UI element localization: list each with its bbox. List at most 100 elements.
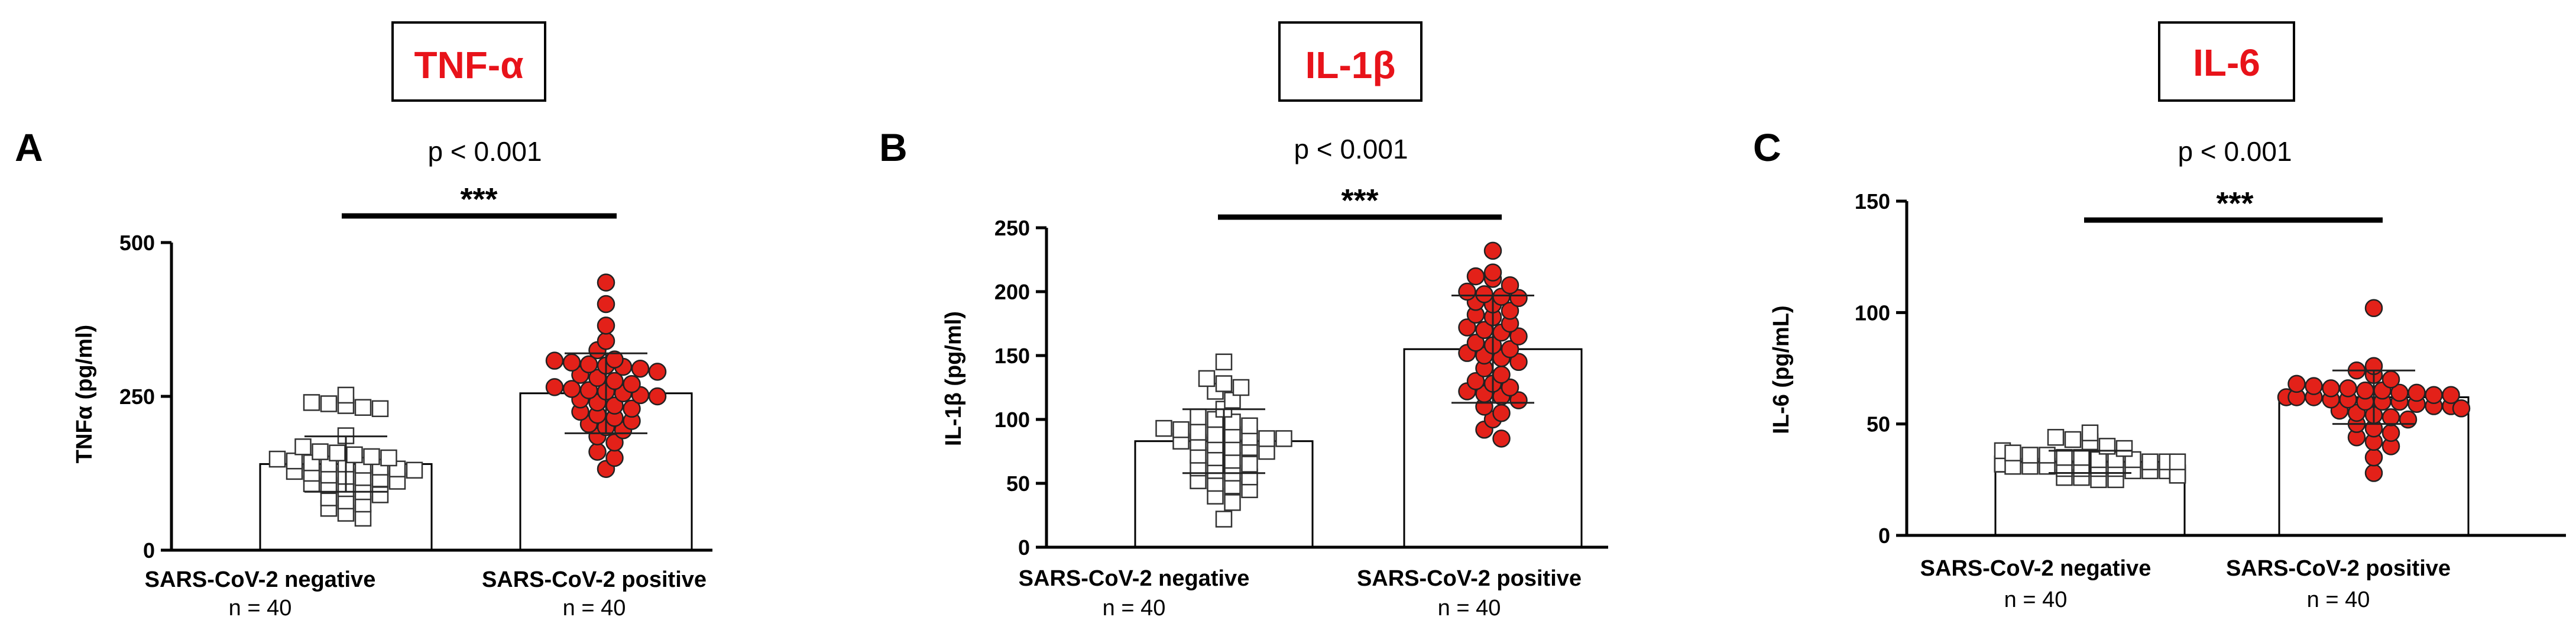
data-point-a-0 bbox=[294, 438, 312, 456]
y-tick-label-c-3: 150 bbox=[1855, 189, 1890, 214]
data-point-c-0 bbox=[2047, 429, 2065, 446]
data-point-a-0 bbox=[286, 452, 303, 470]
y-tick-label-a-1: 250 bbox=[119, 385, 155, 409]
p-value-b: p < 0.001 bbox=[1294, 134, 1408, 164]
data-point-c-0 bbox=[2081, 424, 2099, 441]
data-point-a-0 bbox=[371, 486, 389, 503]
plot-area-c: 0 50 100 150 bbox=[1855, 189, 2566, 548]
data-point-a-0 bbox=[320, 395, 338, 412]
y-tick-label-b-0: 0 bbox=[1018, 535, 1030, 560]
data-point-b-0 bbox=[1190, 424, 1207, 441]
panel-letter-b: B bbox=[879, 125, 908, 169]
data-point-b-1 bbox=[1483, 263, 1502, 282]
data-point-a-0 bbox=[406, 461, 423, 479]
significance-stars-c: *** bbox=[2216, 186, 2253, 221]
data-point-c-1 bbox=[2364, 464, 2383, 482]
p-value-c: p < 0.001 bbox=[2178, 136, 2292, 167]
category-label-b-positive: SARS-CoV-2 positive bbox=[1357, 566, 1582, 591]
data-point-a-1 bbox=[562, 353, 581, 372]
panel-letter-c: C bbox=[1753, 125, 1781, 169]
y-tick-label-c-1: 50 bbox=[1867, 412, 1890, 437]
data-point-c-0 bbox=[2098, 438, 2116, 455]
data-point-c-1 bbox=[2364, 299, 2383, 318]
y-tick-label-b-2: 100 bbox=[994, 408, 1030, 432]
y-axis-label-b: IL-1β (pg/ml) bbox=[941, 311, 966, 446]
data-point-b-0 bbox=[1258, 430, 1275, 447]
category-label-a-negative: SARS-CoV-2 negative bbox=[145, 567, 376, 592]
significance-stars-a: *** bbox=[460, 182, 497, 217]
data-point-b-1 bbox=[1466, 334, 1485, 352]
data-point-b-1 bbox=[1458, 282, 1476, 301]
data-point-b-1 bbox=[1483, 241, 1502, 260]
y-tick-label-a-2: 500 bbox=[119, 231, 155, 255]
data-point-c-0 bbox=[2169, 453, 2186, 470]
y-tick-label-b-1: 50 bbox=[1006, 471, 1030, 496]
data-point-c-1 bbox=[2287, 374, 2306, 393]
category-label-c-negative: SARS-CoV-2 negative bbox=[1920, 556, 2151, 581]
y-tick-label-a-0: 0 bbox=[143, 538, 155, 563]
panel-a: TNF-α A p < 0.001 *** 0 250 500 TNFα (pg/m… bbox=[15, 21, 712, 621]
data-point-a-1 bbox=[545, 378, 564, 396]
data-point-b-1 bbox=[1509, 391, 1528, 409]
data-point-a-1 bbox=[605, 448, 624, 467]
data-point-c-0 bbox=[2073, 448, 2090, 466]
data-point-b-1 bbox=[1501, 302, 1519, 320]
data-point-b-1 bbox=[1458, 318, 1476, 337]
n-label-b-positive: n = 40 bbox=[1438, 596, 1501, 621]
panel-b: IL-1β B p < 0.001 *** 0 50 100 150 200 250 IL… bbox=[879, 21, 1608, 621]
data-point-c-1 bbox=[2356, 381, 2374, 400]
data-point-c-1 bbox=[2381, 370, 2400, 389]
data-point-c-1 bbox=[2452, 399, 2471, 418]
data-point-a-0 bbox=[371, 400, 389, 418]
title-box-b bbox=[1278, 21, 1423, 102]
data-point-a-1 bbox=[648, 387, 667, 406]
data-point-b-1 bbox=[1466, 267, 1485, 286]
data-point-c-0 bbox=[2064, 431, 2082, 448]
data-point-a-1 bbox=[588, 443, 607, 461]
data-point-b-1 bbox=[1501, 378, 1519, 397]
data-point-a-1 bbox=[597, 316, 615, 335]
data-point-a-1 bbox=[597, 332, 615, 350]
data-point-b-1 bbox=[1492, 403, 1511, 422]
data-point-b-1 bbox=[1509, 353, 1528, 372]
panel-letter-a: A bbox=[15, 125, 43, 169]
chart-title-b: IL-1β bbox=[1305, 44, 1396, 86]
data-point-b-0 bbox=[1190, 408, 1207, 425]
data-point-c-1 bbox=[2322, 379, 2340, 398]
data-point-a-1 bbox=[648, 363, 667, 381]
data-point-c-0 bbox=[2141, 453, 2159, 470]
data-point-a-0 bbox=[346, 446, 363, 464]
data-point-b-1 bbox=[1492, 429, 1511, 448]
data-point-c-0 bbox=[2004, 444, 2021, 461]
data-point-a-0 bbox=[354, 509, 372, 527]
title-box-c bbox=[2158, 21, 2295, 102]
data-point-b-0 bbox=[1275, 430, 1292, 447]
data-point-c-1 bbox=[2381, 424, 2400, 442]
data-point-a-1 bbox=[597, 295, 615, 314]
n-label-a-positive: n = 40 bbox=[563, 596, 626, 621]
data-point-b-0 bbox=[1207, 426, 1224, 444]
data-point-c-1 bbox=[2399, 410, 2418, 429]
data-point-b-0 bbox=[1241, 456, 1258, 473]
category-label-b-negative: SARS-CoV-2 negative bbox=[1019, 566, 1250, 591]
significance-stars-b: *** bbox=[1341, 183, 1378, 218]
data-point-c-0 bbox=[2056, 448, 2073, 466]
y-axis-label-a: TNFα (pg/ml) bbox=[72, 325, 97, 463]
y-axis-label-c: IL-6 (pg/mL) bbox=[1769, 305, 1794, 434]
data-point-b-0 bbox=[1215, 353, 1233, 371]
category-label-a-positive: SARS-CoV-2 positive bbox=[482, 567, 707, 592]
data-point-a-1 bbox=[545, 351, 564, 370]
data-point-b-0 bbox=[1198, 370, 1216, 387]
data-point-a-0 bbox=[337, 386, 355, 404]
data-point-a-0 bbox=[354, 399, 372, 416]
data-point-a-0 bbox=[303, 394, 320, 411]
data-point-a-1 bbox=[605, 433, 624, 452]
data-point-b-1 bbox=[1492, 366, 1511, 384]
data-point-c-0 bbox=[2039, 447, 2056, 464]
data-point-b-0 bbox=[1172, 421, 1190, 438]
data-point-b-0 bbox=[1155, 419, 1172, 437]
data-point-b-1 bbox=[1475, 285, 1493, 303]
n-label-c-negative: n = 40 bbox=[2004, 587, 2068, 612]
plot-area-a: 0 250 500 bbox=[119, 231, 712, 563]
plot-area-b: 0 50 100 150 200 250 bbox=[994, 216, 1608, 560]
